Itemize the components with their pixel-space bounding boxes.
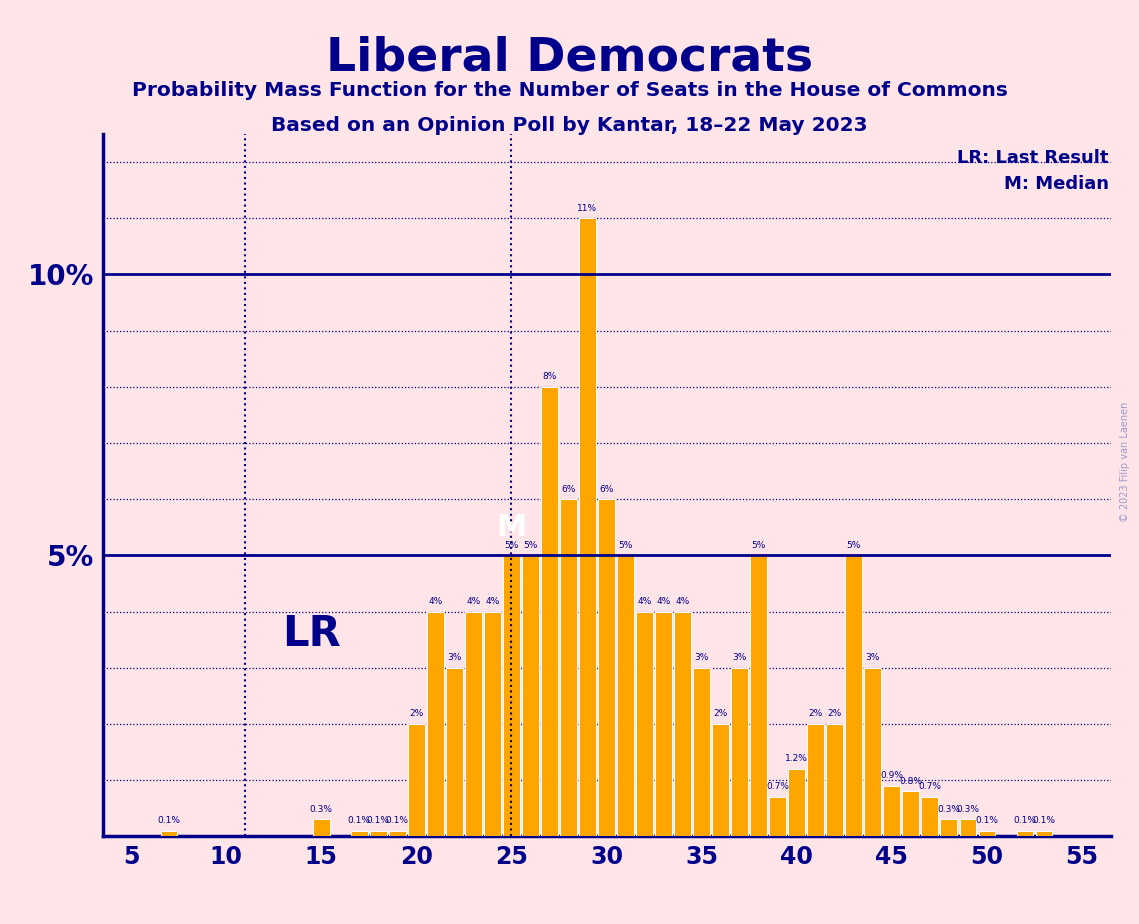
- Text: 5%: 5%: [523, 541, 538, 550]
- Text: 3%: 3%: [866, 653, 880, 663]
- Bar: [751, 555, 767, 836]
- Bar: [978, 831, 995, 836]
- Bar: [522, 555, 539, 836]
- Text: 3%: 3%: [448, 653, 461, 663]
- Text: 2%: 2%: [713, 710, 728, 718]
- Text: 0.1%: 0.1%: [386, 816, 409, 825]
- Bar: [694, 668, 710, 836]
- Bar: [712, 723, 729, 836]
- Text: 0.8%: 0.8%: [900, 777, 923, 785]
- Text: 0.1%: 0.1%: [367, 816, 390, 825]
- Text: 4%: 4%: [428, 597, 442, 606]
- Text: 2%: 2%: [828, 710, 842, 718]
- Text: 0.3%: 0.3%: [957, 805, 980, 814]
- Bar: [637, 612, 653, 836]
- Text: 11%: 11%: [577, 203, 598, 213]
- Bar: [408, 723, 425, 836]
- Bar: [370, 831, 386, 836]
- Text: 4%: 4%: [485, 597, 500, 606]
- Bar: [503, 555, 519, 836]
- Bar: [351, 831, 368, 836]
- Text: 0.1%: 0.1%: [975, 816, 999, 825]
- Bar: [902, 791, 919, 836]
- Bar: [617, 555, 634, 836]
- Bar: [313, 820, 329, 836]
- Bar: [465, 612, 482, 836]
- Bar: [484, 612, 501, 836]
- Bar: [1035, 831, 1052, 836]
- Bar: [941, 820, 957, 836]
- Text: LR: Last Result: LR: Last Result: [957, 150, 1108, 167]
- Bar: [560, 499, 576, 836]
- Bar: [674, 612, 691, 836]
- Text: 2%: 2%: [809, 710, 822, 718]
- Text: 2%: 2%: [409, 710, 424, 718]
- Bar: [1017, 831, 1033, 836]
- Bar: [865, 668, 882, 836]
- Bar: [808, 723, 825, 836]
- Bar: [921, 796, 939, 836]
- Text: 4%: 4%: [638, 597, 652, 606]
- Bar: [427, 612, 444, 836]
- Bar: [845, 555, 862, 836]
- Bar: [769, 796, 786, 836]
- Bar: [827, 723, 843, 836]
- Text: 0.1%: 0.1%: [347, 816, 371, 825]
- Bar: [388, 831, 405, 836]
- Bar: [884, 785, 900, 836]
- Text: 5%: 5%: [618, 541, 633, 550]
- Bar: [788, 769, 805, 836]
- Bar: [731, 668, 748, 836]
- Text: 8%: 8%: [542, 372, 557, 382]
- Text: 0.1%: 0.1%: [1032, 816, 1056, 825]
- Text: 6%: 6%: [599, 484, 614, 493]
- Bar: [959, 820, 976, 836]
- Text: 5%: 5%: [846, 541, 861, 550]
- Bar: [579, 218, 596, 836]
- Text: 3%: 3%: [732, 653, 747, 663]
- Text: Based on an Opinion Poll by Kantar, 18–22 May 2023: Based on an Opinion Poll by Kantar, 18–2…: [271, 116, 868, 136]
- Bar: [655, 612, 672, 836]
- Text: Liberal Democrats: Liberal Democrats: [326, 35, 813, 80]
- Text: 5%: 5%: [505, 541, 518, 550]
- Bar: [598, 499, 615, 836]
- Text: 4%: 4%: [466, 597, 481, 606]
- Bar: [161, 831, 178, 836]
- Text: LR: LR: [282, 613, 341, 655]
- Text: 0.7%: 0.7%: [918, 783, 941, 791]
- Text: 0.1%: 0.1%: [1014, 816, 1036, 825]
- Text: 0.1%: 0.1%: [157, 816, 181, 825]
- Text: © 2023 Filip van Laenen: © 2023 Filip van Laenen: [1121, 402, 1130, 522]
- Text: M: M: [497, 513, 526, 541]
- Text: 4%: 4%: [656, 597, 671, 606]
- Text: 3%: 3%: [695, 653, 708, 663]
- Text: 0.7%: 0.7%: [767, 783, 789, 791]
- Text: 6%: 6%: [562, 484, 575, 493]
- Text: 0.3%: 0.3%: [937, 805, 960, 814]
- Text: M: Median: M: Median: [1003, 175, 1108, 193]
- Text: 1.2%: 1.2%: [785, 754, 809, 763]
- Text: 0.3%: 0.3%: [310, 805, 333, 814]
- Text: Probability Mass Function for the Number of Seats in the House of Commons: Probability Mass Function for the Number…: [132, 81, 1007, 101]
- Text: 5%: 5%: [752, 541, 765, 550]
- Bar: [446, 668, 462, 836]
- Text: 4%: 4%: [675, 597, 690, 606]
- Text: 0.9%: 0.9%: [880, 771, 903, 780]
- Bar: [541, 387, 558, 836]
